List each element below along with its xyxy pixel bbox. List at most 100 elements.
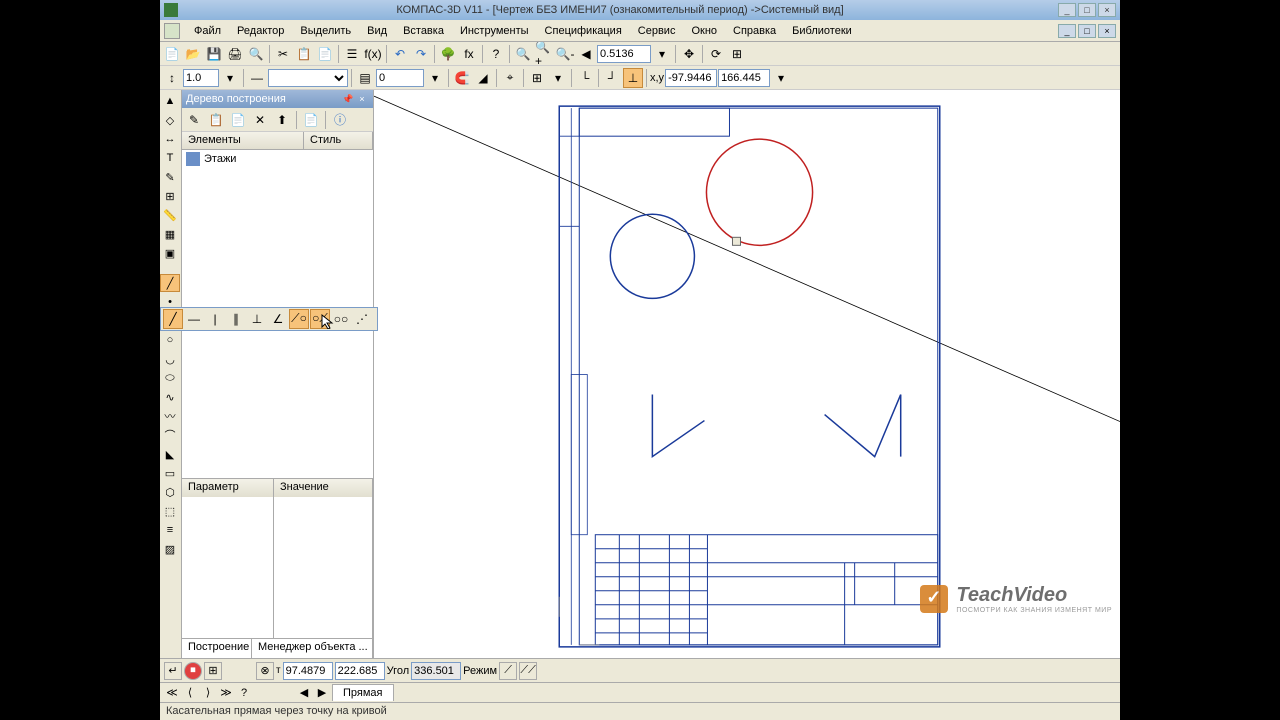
ellipse-icon[interactable]: ⬭ [160,369,180,387]
menu-edit[interactable]: Редактор [229,23,292,39]
localcs-icon[interactable]: ┘ [602,68,622,88]
aux-tangent-point-icon[interactable]: ⟋○ [289,309,309,329]
aux-horiz-icon[interactable]: — [184,309,204,329]
paste-icon[interactable]: 📄 [315,44,335,64]
col-value[interactable]: Значение [274,479,373,497]
open-icon[interactable]: 📂 [183,44,203,64]
prop-x-input[interactable] [283,662,333,680]
new-icon[interactable]: 📄 [162,44,182,64]
spline-icon[interactable]: ∿ [160,388,180,406]
linewidth-input[interactable] [183,69,219,87]
panel-close-icon[interactable]: × [355,92,369,106]
tree-body[interactable]: Этажи [182,150,373,315]
prop-auto-icon[interactable]: ↵ [164,662,182,680]
select-icon[interactable]: ▲ [160,92,180,110]
pt-help-icon[interactable]: ⓘ [330,110,350,130]
mode2-icon[interactable]: ⟋⟋ [519,662,537,680]
geom-icon[interactable]: ◇ [160,111,180,129]
zoom-input[interactable] [597,45,651,63]
save-icon[interactable]: 💾 [204,44,224,64]
tree-row[interactable]: Этажи [182,150,373,168]
nav-help-icon[interactable]: ? [236,685,252,701]
child-minimize-button[interactable]: _ [1058,24,1076,38]
menu-spec[interactable]: Спецификация [537,23,630,39]
assoc-icon[interactable]: ▣ [160,244,180,262]
prop-stop-icon[interactable]: ⏹ [184,662,202,680]
pt-delete-icon[interactable]: ✕ [250,110,270,130]
zoom-dd-icon[interactable]: ▾ [652,44,672,64]
col-elements[interactable]: Элементы [182,132,304,149]
coord-dd[interactable]: ▾ [771,68,791,88]
aux-arbitrary-icon[interactable]: ╱ [163,309,183,329]
menu-help[interactable]: Справка [725,23,784,39]
prop-y-input[interactable] [335,662,385,680]
bezier-icon[interactable]: 〰 [160,407,180,425]
grid2-icon[interactable]: ⊞ [527,68,547,88]
vars-icon[interactable]: f(x) [363,44,383,64]
nav-last-icon[interactable]: ≫ [218,685,234,701]
pin-icon[interactable]: 📌 [341,92,355,106]
canvas[interactable] [374,90,1120,658]
zoom-prev-icon[interactable]: ◀ [576,44,596,64]
snap-icon[interactable]: ⌖ [500,68,520,88]
grid-icon[interactable]: ⊞ [727,44,747,64]
nav-first-icon[interactable]: ≪ [164,685,180,701]
coord-y-input[interactable] [718,69,770,87]
doc-tab[interactable]: Прямая [332,684,394,701]
pt-paste-icon[interactable]: 📄 [228,110,248,130]
maximize-button[interactable]: □ [1078,3,1096,17]
prop-grid-icon[interactable]: ⊞ [204,662,222,680]
pt-edit-icon[interactable]: ✎ [184,110,204,130]
col-param[interactable]: Параметр [182,479,274,497]
menu-window[interactable]: Окно [683,23,725,39]
whatsthis-icon[interactable]: ? [486,44,506,64]
redraw-icon[interactable]: ⟳ [706,44,726,64]
meas-icon[interactable]: 📏 [160,206,180,224]
col-style[interactable]: Стиль [304,132,373,149]
scroll-left-icon[interactable]: ◀ [296,685,312,701]
chamfer-icon[interactable]: ◣ [160,445,180,463]
edit-icon[interactable]: ✎ [160,168,180,186]
undo-icon[interactable]: ↶ [390,44,410,64]
dim-icon[interactable]: ↔ [160,130,180,148]
child-maximize-button[interactable]: □ [1078,24,1096,38]
linetype-icon[interactable]: — [247,68,267,88]
rect-icon[interactable]: ▭ [160,464,180,482]
aux-vert-icon[interactable]: | [205,309,225,329]
eraser-icon[interactable]: ◢ [473,68,493,88]
aux-parallel-icon[interactable]: ∥ [226,309,246,329]
close-button[interactable]: × [1098,3,1116,17]
tree-icon[interactable]: 🌳 [438,44,458,64]
linetype-combo[interactable] [268,69,348,87]
ortho-icon[interactable]: └ [575,68,595,88]
arc-icon[interactable]: ◡ [160,350,180,368]
zoom-out-icon[interactable]: 🔍- [555,44,575,64]
state-icon[interactable]: ↕ [162,68,182,88]
prop-xy-icon[interactable]: ⊗ [256,662,274,680]
layer-icon[interactable]: ▤ [355,68,375,88]
tab-manager[interactable]: Менеджер объекта ... [252,639,373,658]
menu-view[interactable]: Вид [359,23,395,39]
pt-up-icon[interactable]: ⬆ [272,110,292,130]
print-icon[interactable]: 🖨 [225,44,245,64]
layer-input[interactable] [376,69,424,87]
child-close-button[interactable]: × [1098,24,1116,38]
tab-build[interactable]: Построение [182,639,252,658]
minimize-button[interactable]: _ [1058,3,1076,17]
nav-next-icon[interactable]: ⟩ [200,685,216,701]
globalcs-icon[interactable]: ⊥ [623,68,643,88]
contour-icon[interactable]: ⬚ [160,502,180,520]
fillet-icon[interactable]: ⌒ [160,426,180,444]
hatch-icon[interactable]: ▨ [160,540,180,558]
circle-icon[interactable]: ○ [160,331,180,349]
menu-tools[interactable]: Инструменты [452,23,537,39]
prop-angle-input[interactable] [411,662,461,680]
menu-insert[interactable]: Вставка [395,23,452,39]
aux-perp-icon[interactable]: ⊥ [247,309,267,329]
pt-copy-icon[interactable]: 📋 [206,110,226,130]
nav-prev-icon[interactable]: ⟨ [182,685,198,701]
aux-line-icon[interactable]: ╱ [160,274,180,292]
preview-icon[interactable]: 🔍 [246,44,266,64]
poly-icon[interactable]: ⬡ [160,483,180,501]
magnet-icon[interactable]: 🧲 [452,68,472,88]
